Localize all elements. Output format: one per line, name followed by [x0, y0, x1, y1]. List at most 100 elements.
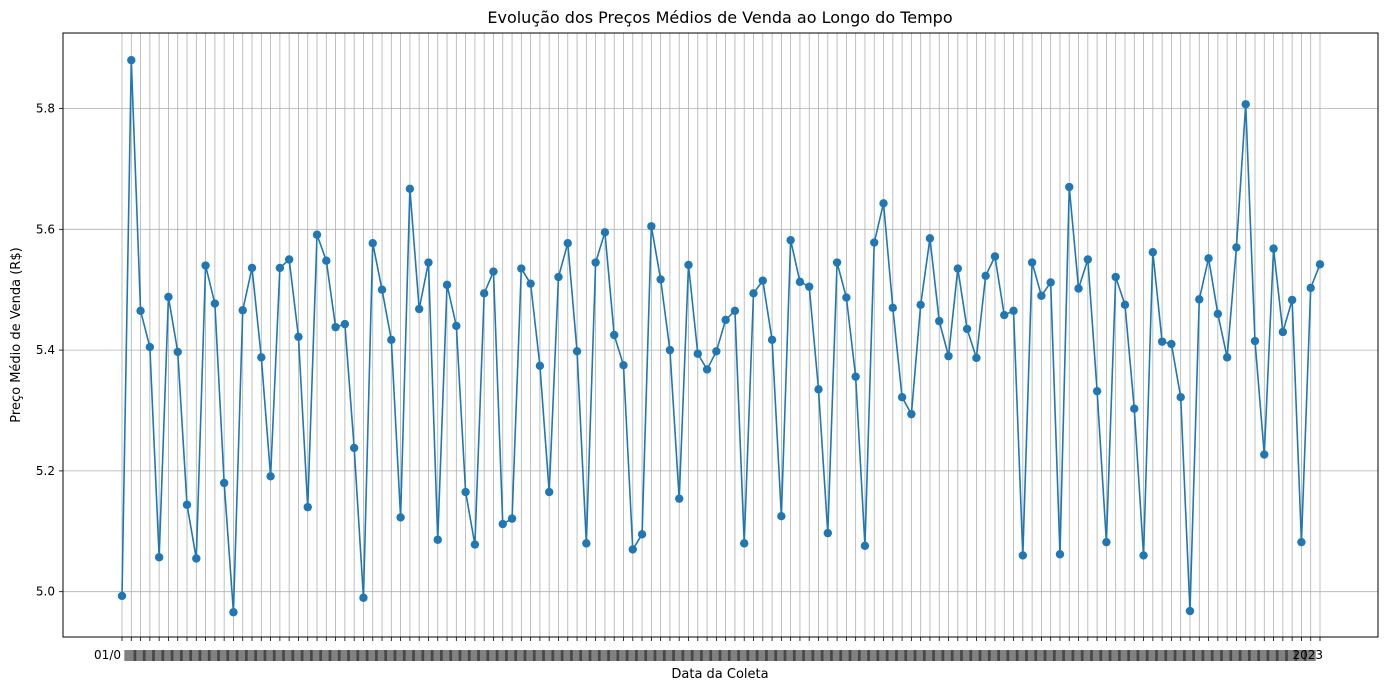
x-tick-label-glyph — [913, 650, 926, 661]
data-point — [1176, 393, 1185, 402]
x-tick-label-glyph — [690, 650, 703, 661]
x-tick-label-glyph — [765, 650, 778, 661]
data-point — [554, 272, 563, 282]
x-tick-label-glyph — [189, 650, 202, 661]
x-tick-label-glyph — [1099, 650, 1112, 661]
plot-area-frame — [62, 32, 1379, 638]
data-point — [117, 591, 127, 601]
x-tick-label-glyph — [180, 650, 193, 661]
data-point — [452, 321, 461, 331]
data-point — [777, 512, 786, 521]
x-tick-label-glyph — [1080, 650, 1093, 661]
x-tick-label-glyph — [393, 650, 406, 661]
x-tick-label-glyph — [245, 650, 258, 661]
x-tick-label-glyph — [672, 650, 685, 661]
data-point — [257, 353, 266, 362]
data-point — [805, 282, 814, 291]
x-tick-label-glyph — [1192, 650, 1205, 661]
data-point — [582, 539, 591, 548]
data-point — [544, 487, 554, 497]
x-tick-label-glyph — [922, 650, 935, 661]
data-point — [1297, 537, 1306, 547]
x-tick-label-glyph — [1127, 650, 1140, 661]
data-point — [962, 324, 972, 334]
data-point — [600, 228, 610, 237]
x-tick-label-glyph — [1108, 650, 1121, 661]
data-point — [1092, 386, 1102, 396]
data-point — [1000, 310, 1009, 320]
x-tick-label-glyph — [542, 650, 555, 661]
x-tick-label-glyph — [1275, 650, 1288, 661]
x-tick-label-glyph — [1201, 650, 1214, 661]
data-point — [628, 545, 637, 554]
data-point — [489, 267, 498, 276]
x-tick-label-first: 01/0 — [94, 648, 121, 662]
x-tick-label-glyph — [161, 650, 174, 661]
x-tick-label-glyph — [440, 650, 453, 661]
x-tick-label-glyph — [402, 650, 415, 661]
data-point — [507, 514, 517, 523]
data-point — [916, 300, 925, 309]
data-point — [1027, 258, 1037, 267]
x-tick-label-glyph — [1136, 650, 1149, 661]
data-point — [1278, 327, 1288, 337]
x-tick-label-glyph — [662, 650, 675, 661]
x-tick-label-glyph — [319, 650, 332, 661]
chart-title: Evolução dos Preços Médios de Venda ao L… — [487, 8, 952, 27]
data-point — [331, 322, 340, 332]
x-tick-label-glyph — [505, 650, 518, 661]
x-tick-label-glyph — [1052, 650, 1065, 661]
x-tick-label-glyph — [1034, 650, 1047, 661]
y-tick-label: 5.2 — [36, 464, 55, 478]
x-tick-label-glyph — [449, 650, 462, 661]
y-axis-ticks: 5.0 5.2 5.4 5.6 5.8 — [36, 102, 63, 599]
x-tick-label-glyph — [560, 650, 573, 661]
x-tick-label-glyph — [133, 650, 146, 661]
x-tick-label-glyph — [1210, 650, 1223, 661]
data-point — [173, 347, 182, 357]
data-point — [136, 306, 145, 316]
x-tick-label-glyph — [1238, 650, 1251, 661]
x-tick-label-glyph — [867, 650, 880, 661]
x-axis-ticks — [121, 637, 1321, 661]
data-point — [1315, 260, 1325, 269]
data-point — [842, 293, 851, 302]
data-point — [1046, 278, 1055, 287]
data-point — [470, 540, 480, 549]
data-point — [721, 315, 730, 325]
x-tick-label-glyph — [792, 650, 805, 661]
x-tick-label-glyph — [987, 650, 1000, 661]
x-tick-label-glyph — [802, 650, 815, 661]
data-point — [693, 349, 702, 358]
x-tick-label-glyph — [820, 650, 833, 661]
data-point — [1213, 309, 1223, 319]
data-point — [814, 385, 823, 394]
data-point — [1167, 339, 1176, 349]
data-point — [758, 276, 767, 285]
x-tick-label-glyph — [328, 650, 341, 661]
data-point — [387, 335, 396, 345]
data-point — [795, 277, 805, 287]
x-tick-label-glyph — [969, 650, 982, 661]
data-point — [1232, 243, 1241, 252]
x-tick-label-glyph — [1015, 650, 1028, 661]
x-tick-label-glyph — [570, 650, 583, 661]
x-tick-label-glyph — [486, 650, 499, 661]
data-point — [1269, 244, 1278, 253]
x-tick-label-glyph — [207, 650, 220, 661]
data-point — [684, 260, 693, 270]
data-point — [953, 264, 963, 273]
x-tick-label-glyph — [263, 650, 276, 661]
x-tick-label-glyph — [1220, 650, 1233, 661]
x-tick-label-glyph — [291, 650, 304, 661]
x-tick-label-glyph — [588, 650, 601, 661]
data-point — [535, 361, 545, 371]
data-point — [498, 519, 507, 529]
x-tick-label-glyph — [532, 650, 545, 661]
x-tick-label-glyph — [412, 650, 425, 661]
data-point — [1102, 537, 1111, 547]
x-tick-label-glyph — [1182, 650, 1195, 661]
x-tick-label-glyph — [551, 650, 564, 661]
